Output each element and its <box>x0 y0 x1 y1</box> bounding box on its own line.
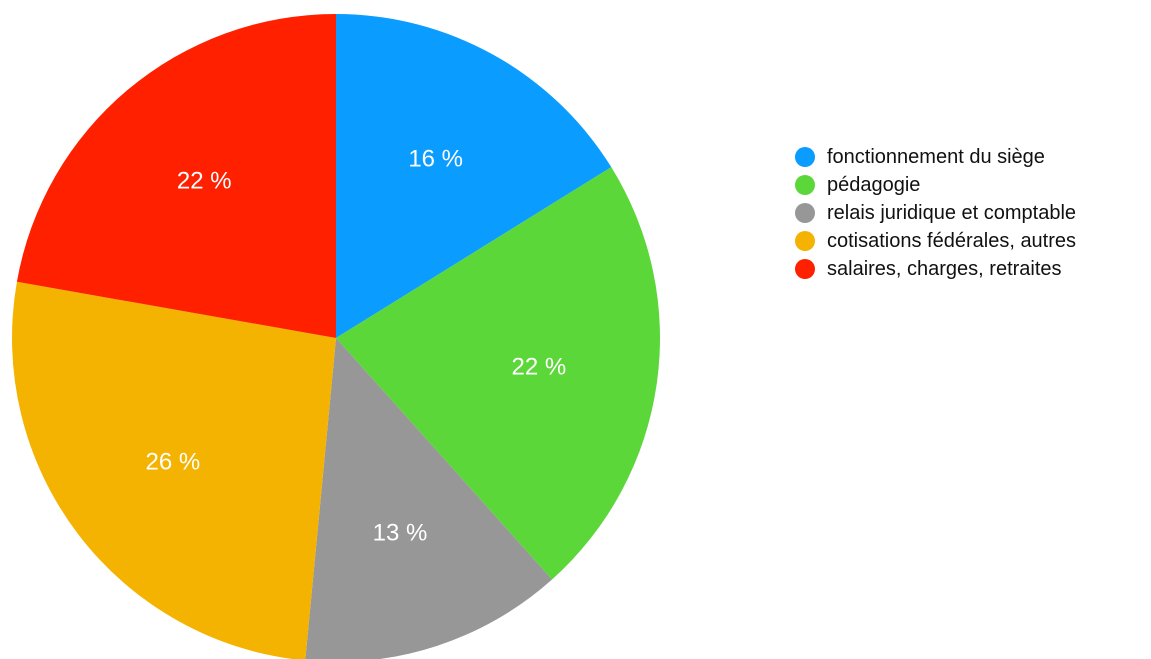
legend-label: fonctionnement du siège <box>827 145 1045 168</box>
pie-slice-3 <box>12 281 336 659</box>
pie-slice-4 <box>16 14 336 338</box>
legend-swatch <box>795 147 815 167</box>
pie-slice-1 <box>336 167 660 580</box>
legend-label: pédagogie <box>827 173 921 196</box>
legend-label: cotisations fédérales, autres <box>827 229 1077 252</box>
legend-swatch <box>795 259 815 279</box>
pie-slice-0 <box>336 14 612 338</box>
legend-label: salaires, charges, retraites <box>827 257 1062 280</box>
pie-slice-label-4: 22 % <box>177 167 232 194</box>
pie-slice-labels: 16 % 22 % 13 % 26 % 22 % <box>146 145 567 546</box>
pie-slice-2 <box>305 338 553 659</box>
legend-swatch <box>795 175 815 195</box>
chart-legend: fonctionnement du siège pédagogie relais… <box>795 143 1076 283</box>
legend-item-relais-juridique-et-comptable: relais juridique et comptable <box>795 199 1076 227</box>
pie-slices <box>12 14 660 659</box>
pie-slice-label-0: 16 % <box>408 145 463 172</box>
legend-item-cotisations-federales-autres: cotisations fédérales, autres <box>795 227 1076 255</box>
legend-item-pedagogie: pédagogie <box>795 171 1076 199</box>
pie-slice-label-3: 26 % <box>146 449 201 476</box>
pie-chart: 16 % 22 % 13 % 26 % 22 % <box>12 14 660 659</box>
pie-slice-label-1: 22 % <box>512 354 567 381</box>
legend-label: relais juridique et comptable <box>827 201 1077 224</box>
legend-swatch <box>795 203 815 223</box>
pie-slice-label-2: 13 % <box>373 519 428 546</box>
legend-item-salaires-charges-retraites: salaires, charges, retraites <box>795 255 1076 283</box>
legend-item-fonctionnement-du-siege: fonctionnement du siège <box>795 143 1076 171</box>
legend-swatch <box>795 231 815 251</box>
